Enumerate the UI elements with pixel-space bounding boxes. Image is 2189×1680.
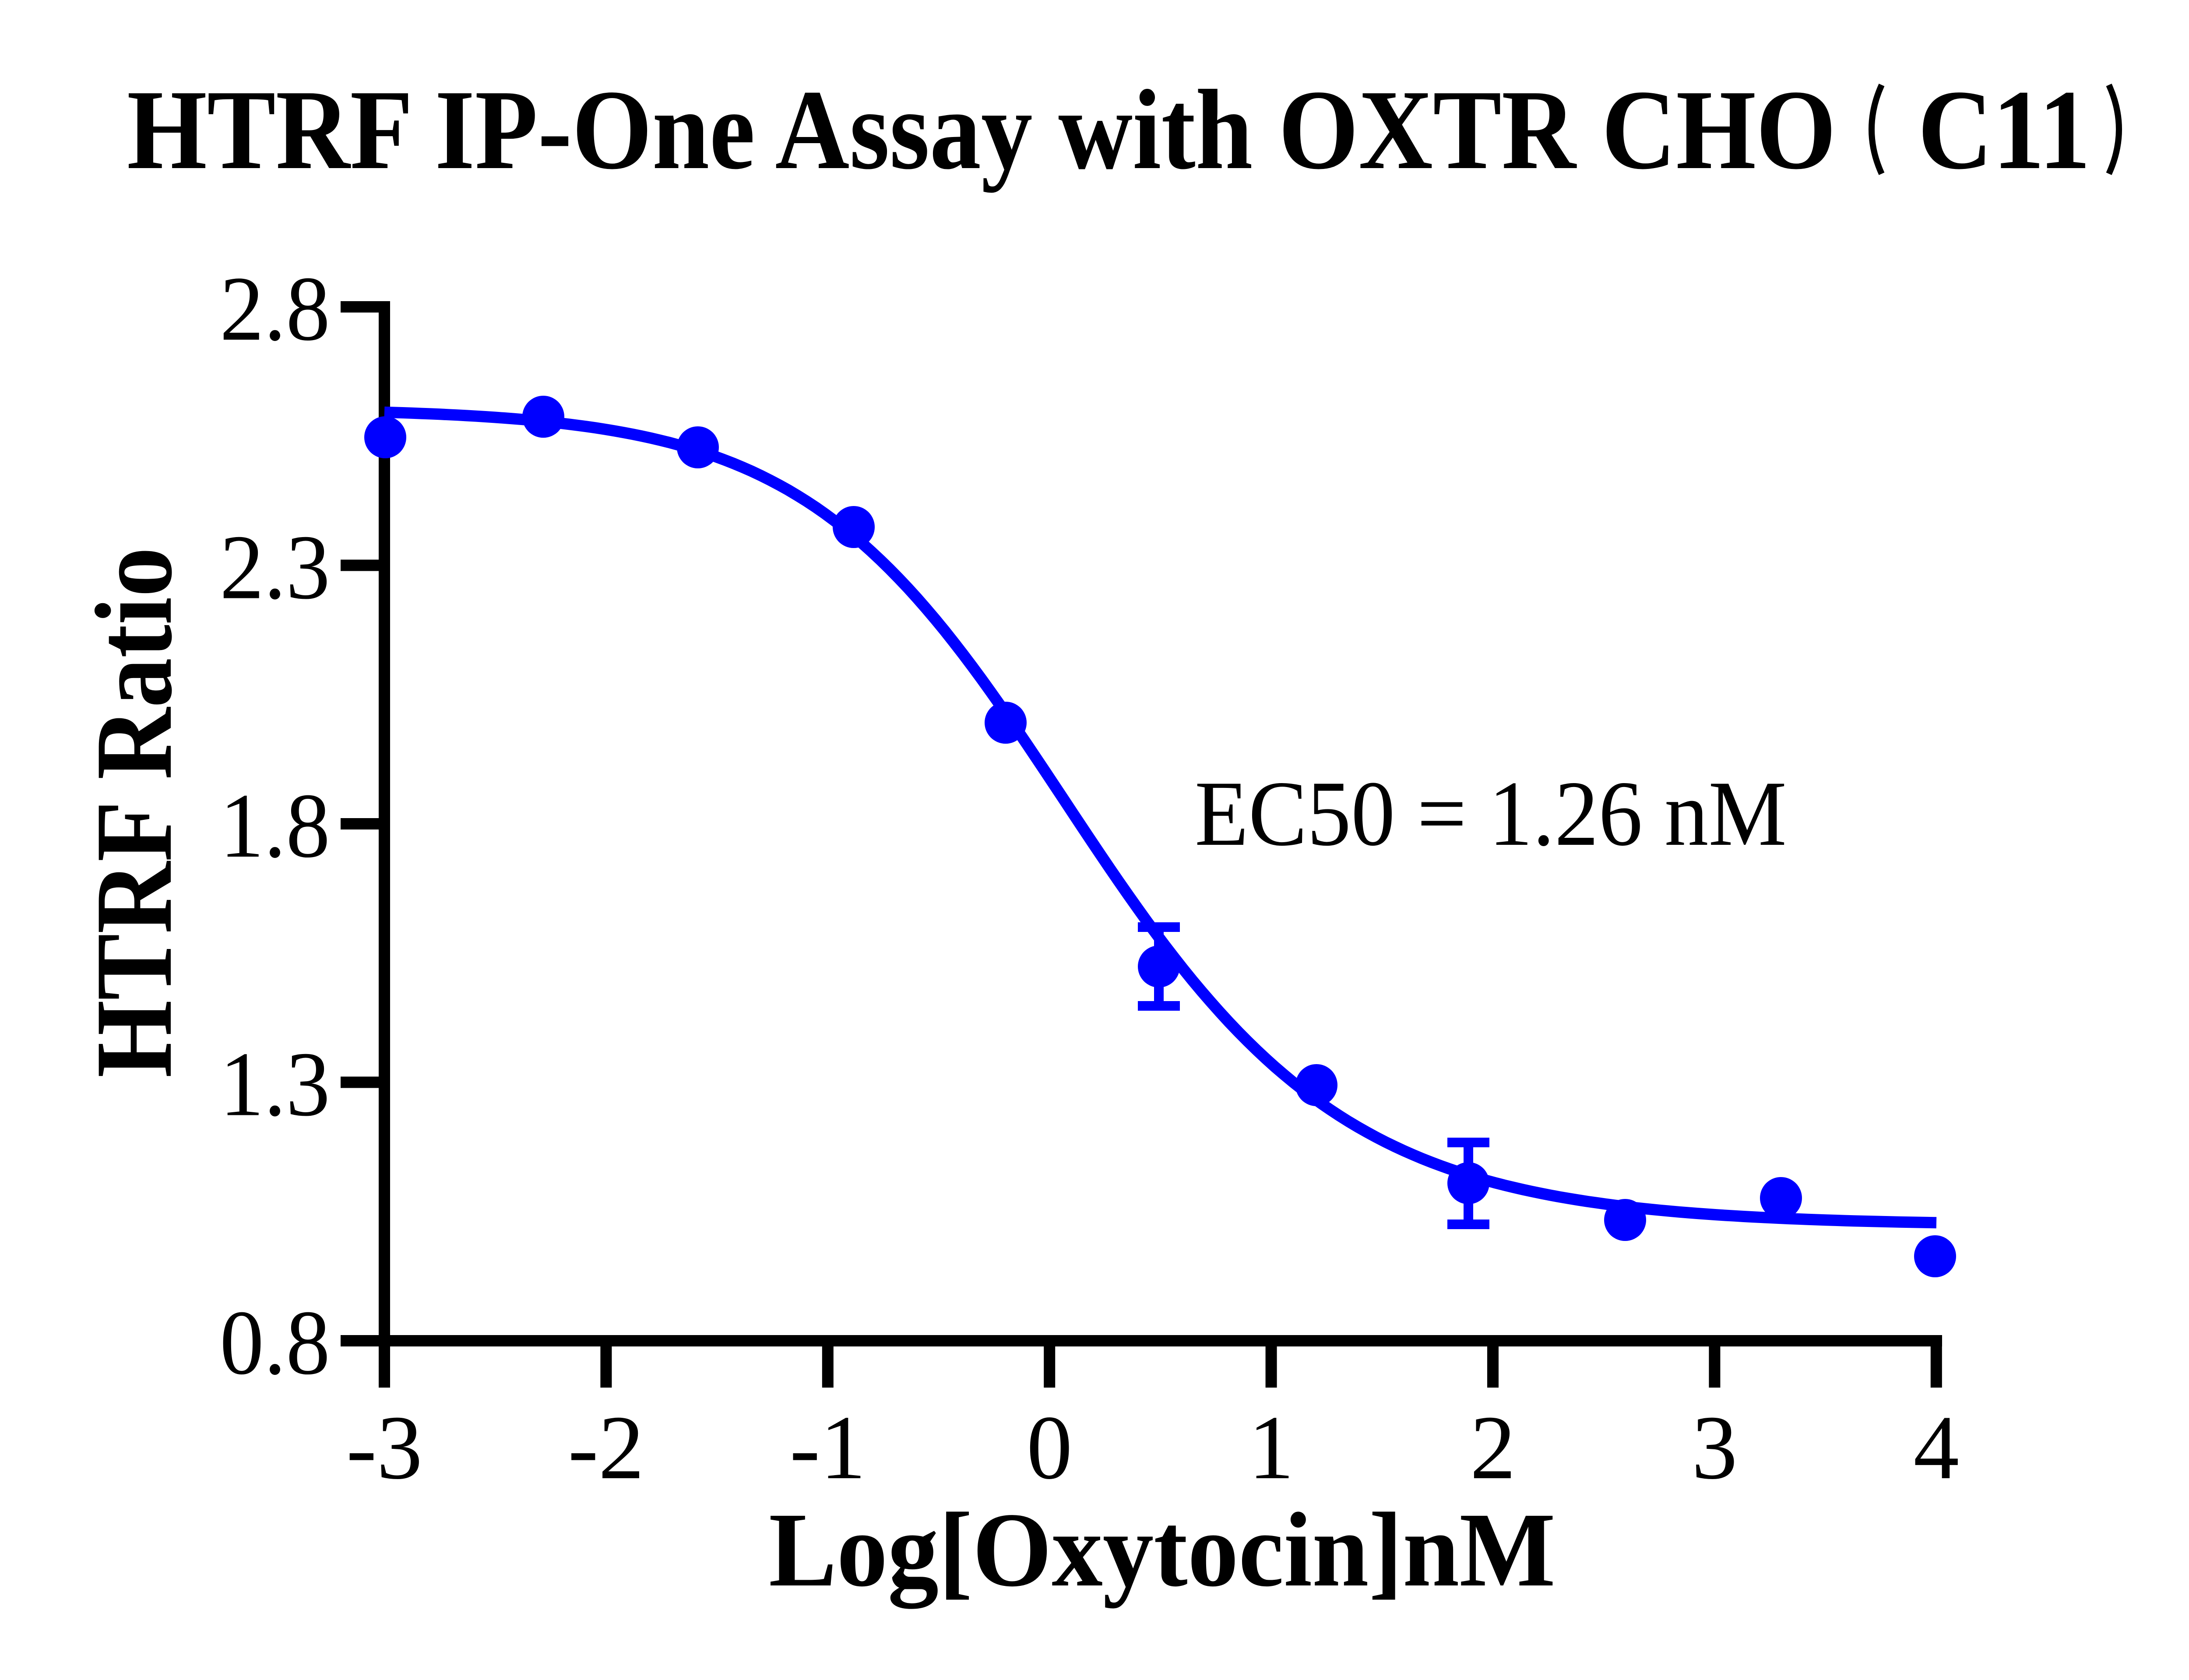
svg-text:1.3: 1.3 [220,1033,330,1135]
svg-text:0.8: 0.8 [220,1291,330,1394]
svg-text:HTRF IP-One Assay with OXTR CH: HTRF IP-One Assay with OXTR CHO [127,67,1836,193]
svg-text:2.3: 2.3 [220,516,330,619]
svg-text:-2: -2 [568,1397,644,1498]
svg-text:1: 1 [1248,1397,1294,1498]
svg-text:C11: C11 [1918,67,2091,193]
svg-text:4: 4 [1914,1397,1960,1498]
svg-text:2: 2 [1470,1397,1516,1498]
svg-text:Log[Oxytocin]nM: Log[Oxytocin]nM [769,1490,1556,1609]
svg-text:0: 0 [1027,1397,1073,1498]
svg-text:2.8: 2.8 [220,257,330,360]
svg-text:EC50 = 1.26 nM: EC50 = 1.26 nM [1195,762,1787,865]
svg-text:-3: -3 [346,1397,422,1498]
svg-text:HTRF Ratio: HTRF Ratio [73,547,195,1078]
svg-text:3: 3 [1692,1397,1738,1498]
svg-text:1.8: 1.8 [220,774,330,877]
svg-text:-1: -1 [790,1397,866,1498]
